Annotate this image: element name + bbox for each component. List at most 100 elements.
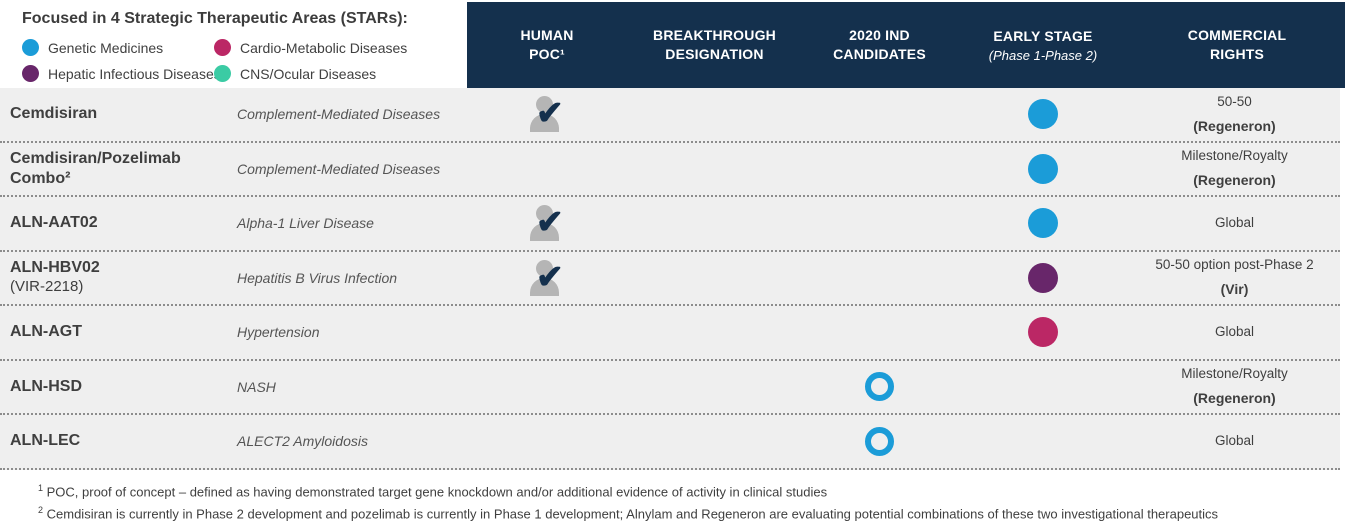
column-header-line: HUMAN [520, 27, 574, 44]
legend-color-dot [214, 39, 231, 56]
disease-label: Hepatitis B Virus Infection [237, 269, 398, 286]
cell-breakthrough-designation [627, 143, 802, 196]
cell-drug: ALN-AGT [0, 322, 237, 342]
column-header: 2020 IND CANDIDATES [802, 26, 957, 64]
cell-2020-ind-candidates [802, 197, 957, 250]
table-row: Cemdisiran Complement-Mediated Diseases … [0, 88, 1340, 143]
cell-breakthrough-designation [627, 306, 802, 359]
checkmark-icon: ✔ [536, 203, 564, 241]
commercial-rights-terms: Milestone/Royalty [1181, 148, 1288, 164]
legend-item: Hepatic Infectious Diseases [22, 65, 221, 82]
legend-color-dot [214, 65, 231, 82]
cell-commercial-rights: Global [1129, 306, 1340, 359]
person-head-icon [536, 259, 553, 277]
table-row: ALN-HSD NASH Milestone/Royalty (Regenero… [0, 360, 1340, 415]
early-stage-dot [1028, 262, 1058, 293]
legend-item-label: Hepatic Infectious Diseases [48, 65, 221, 82]
cell-2020-ind-candidates [802, 415, 957, 468]
cell-drug: Cemdisiran [0, 104, 237, 124]
commercial-rights-terms: 50-50 [1217, 93, 1252, 109]
disease-label: Complement-Mediated Diseases [237, 106, 441, 123]
human-poc-person-check-icon: ✔ [528, 258, 566, 298]
cell-human-poc: ✔ [467, 88, 627, 141]
legend-items: Genetic Medicines Cardio-Metabolic Disea… [22, 39, 467, 82]
cell-drug: ALN-AAT02 [0, 213, 237, 233]
commercial-rights-terms: Global [1214, 215, 1255, 231]
cell-human-poc [467, 361, 627, 414]
commercial-rights-terms: 50-50 option post-Phase 2 [1155, 257, 1314, 273]
cell-disease: ALECT2 Amyloidosis [237, 433, 467, 449]
legend-color-dot [22, 39, 39, 56]
table-row: ALN-LEC ALECT2 Amyloidosis Global [0, 415, 1340, 470]
legend-item-label: Cardio-Metabolic Diseases [240, 39, 408, 56]
footnotes: 1 POC, proof of concept – defined as hav… [0, 469, 1345, 525]
commercial-rights-terms: Milestone/Royalty [1181, 366, 1288, 382]
drug-name: ALN-LEC [10, 432, 81, 450]
table-header: HUMAN POC¹ BREAKTHROUGH DESIGNATION 2020 IND… [467, 2, 1345, 88]
cell-early-stage [957, 197, 1129, 250]
footnote: 2 Cemdisiran is currently in Phase 2 dev… [38, 504, 1219, 521]
cell-breakthrough-designation [627, 361, 802, 414]
legend-item-label: Genetic Medicines [48, 39, 164, 56]
commercial-rights-terms: Global [1214, 433, 1255, 449]
early-stage-dot [1028, 317, 1058, 348]
early-stage-dot [1028, 208, 1058, 239]
table-row: Cemdisiran/Pozelimab Combo² Complement-M… [0, 142, 1340, 197]
cell-early-stage [957, 306, 1129, 359]
cell-human-poc: ✔ [467, 197, 627, 250]
cell-breakthrough-designation [627, 88, 802, 141]
cell-disease: NASH [237, 379, 467, 395]
column-header-subtitle: (Phase 1-Phase 2) [988, 47, 1098, 63]
cell-breakthrough-designation [627, 415, 802, 468]
cell-commercial-rights: Global [1129, 415, 1340, 468]
legend-title: Focused in 4 Strategic Therapeutic Areas… [22, 10, 408, 27]
human-poc-person-check-icon: ✔ [528, 94, 566, 134]
legend-item: CNS/Ocular Diseases [214, 65, 467, 82]
person-body-icon [530, 114, 559, 133]
drug-name: ALN-AGT [10, 323, 82, 341]
cell-disease: Hepatitis B Virus Infection [237, 270, 467, 286]
disease-label: NASH [237, 378, 276, 395]
drug-name: ALN-HBV02 [10, 259, 100, 277]
column-header: COMMERCIAL RIGHTS [1129, 26, 1345, 64]
disease-label: Alpha-1 Liver Disease [237, 215, 374, 232]
cell-early-stage [957, 361, 1129, 414]
drug-name: ALN-HSD [10, 377, 82, 395]
early-stage-dot [1028, 153, 1058, 184]
cell-drug: ALN-HBV02 (VIR-2218) [0, 258, 237, 297]
cell-human-poc [467, 306, 627, 359]
disease-label: Complement-Mediated Diseases [237, 160, 441, 177]
commercial-rights-terms: Global [1214, 324, 1255, 340]
column-header: HUMAN POC¹ [467, 26, 627, 64]
cell-disease: Complement-Mediated Diseases [237, 106, 467, 122]
person-body-icon [530, 223, 559, 242]
cell-disease: Hypertension [237, 324, 467, 340]
checkmark-icon: ✔ [536, 257, 564, 295]
drug-name: Cemdisiran/Pozelimab Combo² [10, 149, 181, 187]
cell-early-stage [957, 88, 1129, 141]
cell-disease: Complement-Mediated Diseases [237, 161, 467, 177]
table-row: ALN-AGT Hypertension Global [0, 306, 1340, 361]
legend-item: Cardio-Metabolic Diseases [214, 39, 467, 56]
disease-label: Hypertension [237, 324, 320, 341]
footnote: 1 POC, proof of concept – defined as hav… [38, 482, 828, 499]
column-header-line: BREAKTHROUGH [653, 27, 776, 44]
column-header-line: COMMERCIAL [1187, 27, 1287, 44]
cell-commercial-rights: Milestone/Royalty (Regeneron) [1129, 143, 1340, 196]
cell-commercial-rights: 50-50 option post-Phase 2 (Vir) [1129, 252, 1340, 305]
pipeline-table: Cemdisiran Complement-Mediated Diseases … [0, 88, 1340, 470]
column-header-line: RIGHTS [1209, 46, 1265, 62]
cell-breakthrough-designation [627, 252, 802, 305]
column-header-line: POC¹ [529, 46, 565, 62]
footnote-superscript: 1 [38, 482, 44, 493]
cell-disease: Alpha-1 Liver Disease [237, 215, 467, 231]
cell-human-poc [467, 415, 627, 468]
column-header-line: CANDIDATES [833, 46, 926, 62]
cell-drug: ALN-LEC [0, 431, 237, 451]
person-head-icon [536, 96, 553, 114]
drug-name: ALN-AAT02 [10, 214, 98, 232]
legend-color-dot [22, 65, 39, 82]
commercial-rights-partner: (Regeneron) [1193, 172, 1276, 189]
column-header-line: EARLY STAGE [993, 28, 1093, 45]
